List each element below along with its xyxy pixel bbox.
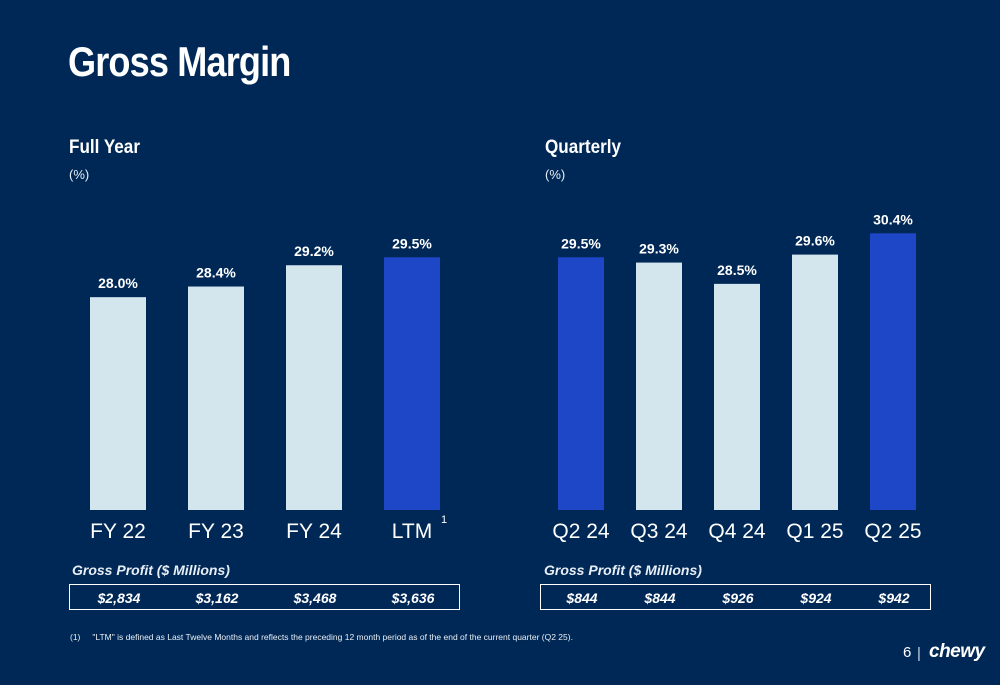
full-year-data-label-1: 28.4% bbox=[196, 265, 236, 281]
full-year-data-label-0: 28.0% bbox=[98, 275, 138, 291]
quarterly-category-label-3: Q1 25 bbox=[786, 520, 843, 543]
quarterly-gross-profit-value-2: $926 bbox=[722, 590, 754, 606]
full-year-data-label-2: 29.2% bbox=[294, 243, 334, 259]
footnote-marker: (1) bbox=[70, 632, 81, 642]
full-year-gross-profit-table: $2,834 $3,162 $3,468 $3,636 bbox=[69, 584, 460, 610]
chewy-logo: chewy bbox=[929, 641, 985, 662]
full-year-category-label-1: FY 23 bbox=[188, 520, 244, 543]
full-year-data-label-3: 29.5% bbox=[392, 235, 432, 251]
full-year-title: Full Year bbox=[69, 137, 140, 158]
quarterly-data-label-2: 28.5% bbox=[717, 262, 757, 278]
full-year-category-label-2: FY 24 bbox=[286, 520, 342, 543]
full-year-gross-profit-label: Gross Profit ($ Millions) bbox=[72, 562, 230, 578]
quarterly-bar-1 bbox=[636, 262, 682, 510]
quarterly-gross-profit-label: Gross Profit ($ Millions) bbox=[544, 562, 702, 578]
quarterly-data-label-3: 29.6% bbox=[795, 233, 835, 249]
quarterly-data-label-1: 29.3% bbox=[639, 241, 679, 257]
full-year-gross-profit-value-0: $2,834 bbox=[97, 590, 141, 606]
full-year-bar-3 bbox=[384, 257, 440, 510]
gross-margin-charts: 28.0% FY 22 28.4% FY 23 29.2% FY 24 29.5% LTM 1 2… bbox=[90, 211, 922, 543]
quarterly-bar-4 bbox=[870, 233, 916, 511]
full-year-bar-1 bbox=[188, 286, 244, 510]
quarterly-unit: (%) bbox=[545, 167, 566, 182]
quarterly-bar-3 bbox=[792, 254, 838, 510]
quarterly-gross-profit-table: $844 $844 $926 $924 $942 bbox=[540, 584, 931, 610]
quarterly-bar-2 bbox=[714, 283, 760, 510]
quarterly-gross-profit-value-4: $942 bbox=[878, 590, 910, 606]
full-year-category-label-3: LTM bbox=[392, 520, 432, 543]
quarterly-gross-profit-value-0: $844 bbox=[566, 590, 598, 606]
quarterly-title: Quarterly bbox=[545, 137, 622, 158]
quarterly-data-label-4: 30.4% bbox=[873, 211, 913, 227]
full-year-gross-profit-value-1: $3,162 bbox=[195, 590, 239, 606]
quarterly-category-label-0: Q2 24 bbox=[552, 520, 610, 543]
full-year-gross-profit-value-2: $3,468 bbox=[293, 590, 337, 606]
full-year-bar-0 bbox=[90, 297, 146, 510]
quarterly-data-label-0: 29.5% bbox=[561, 235, 601, 251]
full-year-bar-2 bbox=[286, 265, 342, 510]
full-year-unit: (%) bbox=[69, 167, 90, 182]
quarterly-gross-profit-value-1: $844 bbox=[644, 590, 676, 606]
quarterly-category-label-4: Q2 25 bbox=[864, 520, 921, 543]
quarterly-bar-0 bbox=[558, 257, 604, 510]
quarterly-gross-profit-value-3: $924 bbox=[800, 590, 832, 606]
page-number: 6 bbox=[903, 644, 912, 661]
full-year-gross-profit-value-3: $3,636 bbox=[391, 590, 435, 606]
page-title: Gross Margin bbox=[68, 38, 291, 85]
full-year-category-superscript-3: 1 bbox=[441, 514, 447, 526]
footnote-text: "LTM" is defined as Last Twelve Months a… bbox=[92, 632, 573, 642]
quarterly-category-label-1: Q3 24 bbox=[630, 520, 688, 543]
quarterly-category-label-2: Q4 24 bbox=[708, 520, 766, 543]
footnote: (1) "LTM" is defined as Last Twelve Mont… bbox=[70, 632, 573, 642]
page-separator: | bbox=[917, 645, 921, 662]
full-year-category-label-0: FY 22 bbox=[90, 520, 146, 543]
